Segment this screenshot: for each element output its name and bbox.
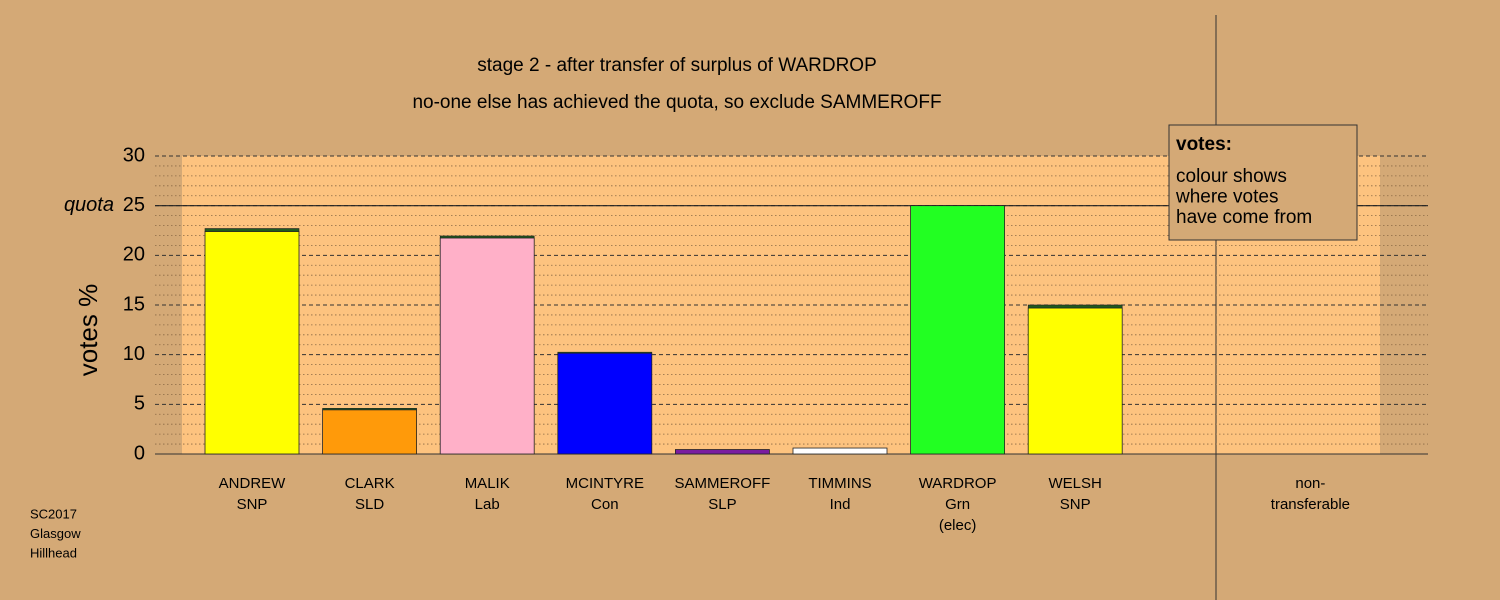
y-tick-label: 30: [123, 144, 145, 166]
x-tick-label: non-: [1295, 475, 1325, 492]
labels: 0 5 10 15 20 25 30 quota ANDREW SNP CLARK SLD MALIK L…: [64, 144, 1350, 534]
x-tick-label: (elec): [939, 517, 977, 534]
x-tick-label: Ind: [830, 496, 851, 513]
quota-label: quota: [64, 194, 114, 216]
bar: [910, 205, 1005, 455]
bar: [204, 231, 300, 455]
bar: [675, 449, 770, 455]
bar: [557, 352, 653, 455]
x-tick-label: MALIK: [465, 475, 510, 492]
bar-transfer: [439, 235, 535, 239]
footnote: Hillhead: [30, 545, 77, 560]
x-tick-label: CLARK: [345, 475, 395, 492]
x-tick-label: SLD: [355, 496, 384, 513]
legend-text: where votes: [1175, 187, 1278, 208]
legend-text: colour shows: [1176, 166, 1287, 187]
x-tick-label: Grn: [945, 496, 970, 513]
bar-transfer: [1027, 304, 1123, 309]
y-tick-label: 15: [123, 293, 145, 315]
y-tick-label: 5: [134, 393, 145, 415]
footnote: SC2017: [30, 506, 77, 521]
bar-transfer: [322, 408, 417, 411]
legend-box: [1168, 124, 1358, 241]
x-tick-label: SNP: [1060, 496, 1091, 513]
bar-transfer: [204, 228, 300, 232]
x-tick-label: transferable: [1271, 496, 1350, 513]
x-tick-label: TIMMINS: [808, 475, 871, 492]
x-tick-label: MCINTYRE: [566, 475, 644, 492]
x-tick-label: ANDREW: [219, 475, 287, 492]
y-axis-label: votes %: [73, 284, 103, 377]
x-tick-label: Con: [591, 496, 619, 513]
bar: [439, 237, 535, 455]
bars: [204, 205, 1123, 455]
bar-transfer: [557, 351, 653, 354]
bar: [322, 409, 418, 455]
x-tick-label: SNP: [237, 496, 268, 513]
footnote: Glasgow: [30, 526, 81, 541]
legend-title: votes:: [1176, 134, 1232, 155]
chart-title: stage 2 - after transfer of surplus of W…: [477, 55, 877, 76]
x-tick-label: WARDROP: [919, 475, 997, 492]
bar: [1027, 307, 1123, 455]
chart-subtitle: no-one else has achieved the quota, so e…: [412, 92, 941, 113]
legend-text: have come from: [1176, 207, 1312, 228]
x-tick-label: SLP: [708, 496, 736, 513]
bar: [792, 447, 888, 455]
x-tick-label: SAMMEROFF: [674, 475, 770, 492]
y-tick-label: 0: [134, 442, 145, 464]
y-tick-label: 10: [123, 343, 145, 365]
x-tick-label: WELSH: [1049, 475, 1102, 492]
x-tick-label: Lab: [475, 496, 500, 513]
y-tick-label: 25: [123, 194, 145, 216]
y-tick-label: 20: [123, 244, 145, 266]
